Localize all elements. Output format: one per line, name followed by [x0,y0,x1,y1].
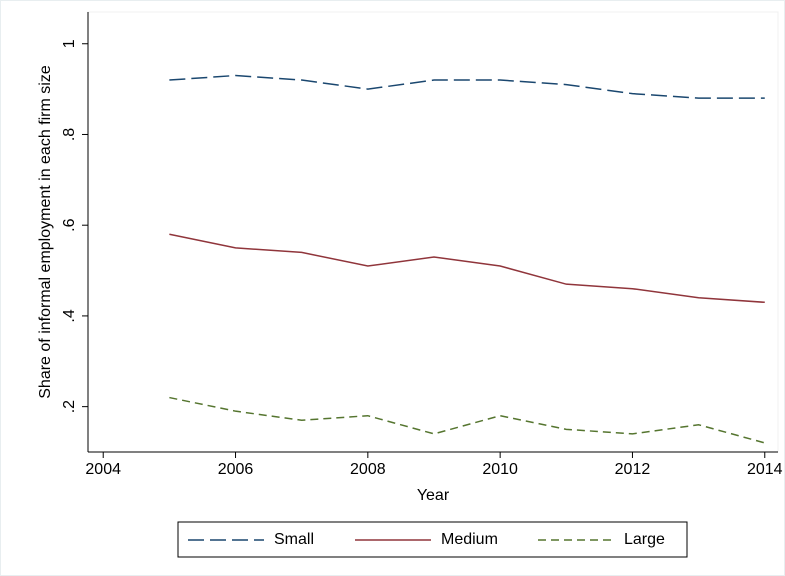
x-tick-label: 2012 [615,461,651,478]
y-tick-label: .6 [61,218,78,231]
y-tick-label: 1 [61,39,78,48]
x-tick-label: 2014 [747,461,783,478]
x-tick-label: 2006 [218,461,254,478]
plot-region [87,11,779,453]
series-line [169,396,765,444]
x-tick-label: 2010 [482,461,518,478]
y-tick-label: .4 [61,309,78,322]
legend-label: Large [624,531,665,548]
y-axis-title: Share of informal employment in each fir… [37,65,54,399]
x-tick-label: 2004 [85,461,121,478]
series-line [169,233,765,304]
y-tick-label: .2 [61,400,78,413]
x-tick-label: 2008 [350,461,386,478]
legend-label: Medium [441,531,498,548]
x-axis-title: Year [417,487,450,504]
series-line [169,74,765,99]
y-tick-label: .8 [61,128,78,141]
legend-label: Small [274,531,314,548]
